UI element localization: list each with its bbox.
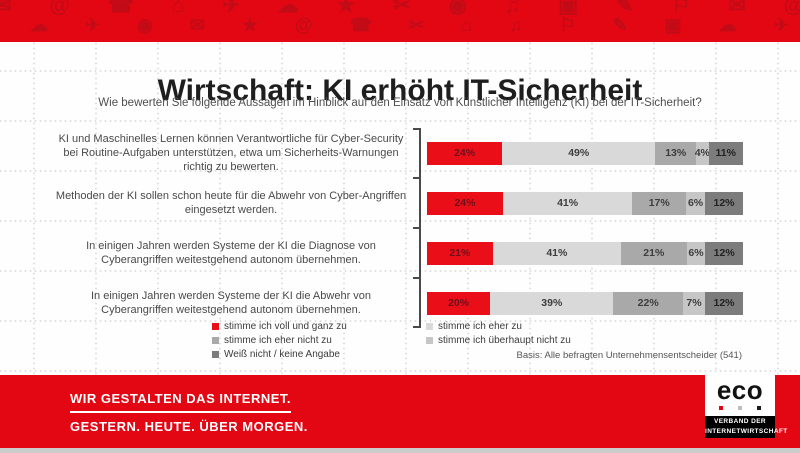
category-axis-line xyxy=(419,128,421,328)
basis-note: Basis: Alle befragten Unternehmensentsch… xyxy=(516,350,743,361)
statement-label: In einigen Jahren werden Systeme der KI … xyxy=(90,289,372,316)
footer-slogan-line1: WIR GESTALTEN DAS INTERNET. xyxy=(70,391,292,413)
legend-item: stimme ich eher zu xyxy=(426,319,571,333)
eco-logo-word: eco xyxy=(716,375,764,406)
statement-label: In einigen Jahren werden Systeme der KI … xyxy=(86,239,376,266)
segment-value-label: 12% xyxy=(713,197,735,209)
stacked-bar-chart: KI und Maschinelles Lernen können Verant… xyxy=(55,128,745,328)
legend-item: stimme ich voll und ganz zu xyxy=(212,319,347,333)
bar-track: 21% 41% 21% 6% 12% xyxy=(427,241,743,265)
legend-column-1: stimme ich voll und ganz zu stimme ich eh… xyxy=(212,319,347,361)
bar-segment: 12% xyxy=(705,291,743,315)
legend-label: stimme ich eher zu xyxy=(438,320,522,332)
segment-value-label: 24% xyxy=(454,147,476,159)
bar-segment: 7% xyxy=(682,291,706,315)
legend-label: stimme ich eher nicht zu xyxy=(224,334,332,346)
segment-value-label: 21% xyxy=(643,247,665,259)
legend-column-2: stimme ich eher zu stimme ich überhaupt n… xyxy=(426,319,571,347)
segment-value-label: 4% xyxy=(694,147,710,159)
survey-question: Wie bewerten Sie folgende Aussagen im Hi… xyxy=(98,97,702,109)
chart-row: Methoden der KI sollen schon heute für d… xyxy=(55,178,745,228)
segment-value-label: 41% xyxy=(546,247,568,259)
legend-swatch xyxy=(426,336,433,344)
bar-segment: 11% xyxy=(708,141,743,165)
footer-slogan-line2: GESTERN. HEUTE. ÜBER MORGEN. xyxy=(70,419,308,434)
bar-segment: 4% xyxy=(694,141,710,165)
eco-logo-dots xyxy=(719,405,761,410)
segment-value-label: 24% xyxy=(454,197,476,209)
bar-segment: 39% xyxy=(490,291,614,315)
bar-segment: 24% xyxy=(427,191,503,215)
segment-value-label: 41% xyxy=(557,197,579,209)
statement-label: Methoden der KI sollen schon heute für d… xyxy=(55,189,407,216)
chart-row: In einigen Jahren werden Systeme der KI … xyxy=(55,278,745,328)
bar-segment: 41% xyxy=(492,241,621,265)
eco-logo: eco VERBAND DER INTERNETWIRTSCHAFT xyxy=(705,373,788,438)
legend-item: Weiß nicht / keine Angabe xyxy=(212,347,347,361)
segment-value-label: 11% xyxy=(715,147,736,159)
legend-swatch xyxy=(212,322,219,330)
bar-segment: 41% xyxy=(502,191,633,215)
axis-tick xyxy=(413,177,420,179)
eco-logo-dot xyxy=(738,405,742,410)
tech-icons-pattern-row2: ▣ ☁ ✈ ◉ ✉ ★ @ ☎ ✂ ⌂ ♫ ⚐ ✎ ▣ ☁ ✈ ✉ @ ★ ☎ xyxy=(0,15,800,35)
legend-label: stimme ich überhaupt nicht zu xyxy=(438,334,571,346)
top-banner: ✉ @ ☎ ⌂ ✈ ☁ ★ ✂ ◉ ♫ ▣ ✎ ⚐ ✉ @ ☎ ☁ ★ ✈ ◉ … xyxy=(0,0,800,42)
eco-logo-dot xyxy=(757,405,761,410)
footer-band: WIR GESTALTEN DAS INTERNET. GESTERN. HEU… xyxy=(0,375,800,448)
statement-label: KI und Maschinelles Lernen können Verant… xyxy=(58,132,404,174)
axis-tick xyxy=(413,326,420,328)
footer-slogan: WIR GESTALTEN DAS INTERNET. GESTERN. HEU… xyxy=(70,391,308,434)
segment-value-label: 39% xyxy=(541,297,563,309)
segment-value-label: 17% xyxy=(648,197,670,209)
segment-value-label: 49% xyxy=(568,147,590,159)
bar-segment: 49% xyxy=(502,141,656,165)
eco-logo-subtitle-line2: INTERNETWIRTSCHAFT xyxy=(705,428,788,435)
page-title: Wirtschaft: KI erhöht IT-Sicherheit xyxy=(157,74,643,108)
segment-value-label: 21% xyxy=(449,247,471,259)
segment-value-label: 6% xyxy=(687,197,704,209)
axis-tick xyxy=(413,227,420,229)
legend-label: Weiß nicht / keine Angabe xyxy=(224,348,340,360)
bar-segment: 12% xyxy=(705,241,743,265)
bar-segment: 21% xyxy=(620,241,687,265)
bar-track: 24% 49% 13% 4% 11% xyxy=(427,141,743,165)
chart-row: In einigen Jahren werden Systeme der KI … xyxy=(55,228,745,278)
chart-rows: KI und Maschinelles Lernen können Verant… xyxy=(55,128,745,328)
bottom-edge-strip xyxy=(0,448,800,453)
bar-segment: 24% xyxy=(427,141,503,165)
eco-logo-subtitle-box: VERBAND DER INTERNETWIRTSCHAFT xyxy=(705,416,788,438)
bar-segment: 12% xyxy=(705,191,743,215)
bar-segment: 6% xyxy=(686,241,706,265)
segment-value-label: 6% xyxy=(688,247,704,259)
bar-segment: 20% xyxy=(427,291,491,315)
chart-row: KI und Maschinelles Lernen können Verant… xyxy=(55,128,745,178)
bar-track: 24% 41% 17% 6% 12% xyxy=(427,191,743,215)
bar-segment: 6% xyxy=(686,191,706,215)
bar-segment: 22% xyxy=(613,291,683,315)
segment-value-label: 22% xyxy=(637,297,659,309)
bar-track: 20% 39% 22% 7% 12% xyxy=(427,291,743,315)
segment-value-label: 20% xyxy=(448,297,470,309)
legend-item: stimme ich überhaupt nicht zu xyxy=(426,333,571,347)
axis-tick xyxy=(413,277,420,279)
eco-logo-wordmark-box: eco xyxy=(705,373,775,416)
bar-segment: 17% xyxy=(632,191,687,215)
segment-value-label: 13% xyxy=(665,147,687,159)
bar-segment: 13% xyxy=(655,141,697,165)
legend-label: stimme ich voll und ganz zu xyxy=(224,320,347,332)
segment-value-label: 12% xyxy=(713,247,735,259)
legend-swatch xyxy=(212,350,219,358)
eco-logo-dot xyxy=(719,405,723,410)
axis-tick xyxy=(413,128,420,130)
bar-segment: 21% xyxy=(427,241,493,265)
segment-value-label: 12% xyxy=(713,297,735,309)
eco-logo-subtitle-line1: VERBAND DER xyxy=(713,418,767,426)
tech-icons-pattern-row1: ✉ @ ☎ ⌂ ✈ ☁ ★ ✂ ◉ ♫ ▣ ✎ ⚐ ✉ @ ☎ ☁ ★ ✈ ◉ xyxy=(0,0,800,17)
legend-swatch xyxy=(212,336,219,344)
legend-swatch xyxy=(426,322,433,330)
segment-value-label: 7% xyxy=(686,297,702,309)
legend-item: stimme ich eher nicht zu xyxy=(212,333,347,347)
